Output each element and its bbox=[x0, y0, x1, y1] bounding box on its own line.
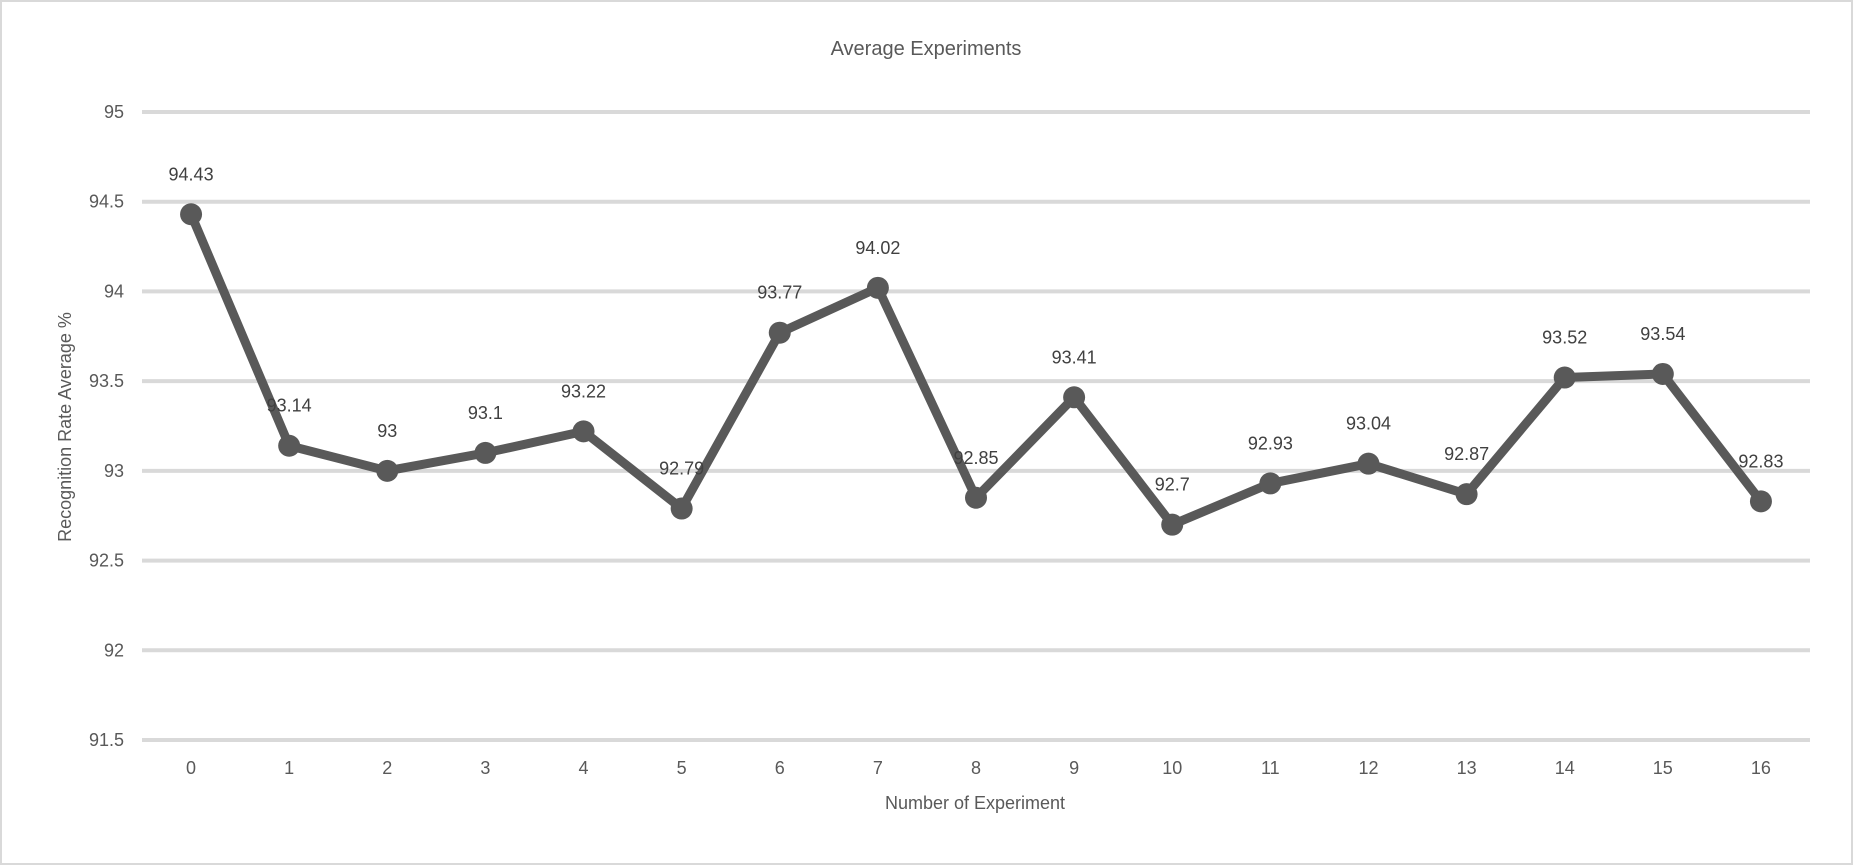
data-label: 93.1 bbox=[468, 403, 503, 423]
y-tick-label: 91.5 bbox=[89, 730, 124, 750]
x-tick-label: 7 bbox=[873, 758, 883, 778]
y-tick-label: 92.5 bbox=[89, 551, 124, 571]
series-line bbox=[186, 209, 1766, 530]
data-point bbox=[965, 486, 987, 509]
x-tick-label: 0 bbox=[186, 758, 196, 778]
x-tick-label: 16 bbox=[1751, 758, 1771, 778]
data-point bbox=[1651, 362, 1674, 385]
x-axis-ticks: 0 1 2 3 4 5 6 7 8 9 10 11 12 13 14 15 16 bbox=[186, 758, 1771, 778]
data-label: 93.77 bbox=[757, 283, 802, 303]
x-tick-label: 10 bbox=[1162, 758, 1182, 778]
x-tick-label: 9 bbox=[1069, 758, 1079, 778]
data-point bbox=[1455, 483, 1478, 506]
data-label: 92.85 bbox=[953, 448, 998, 468]
data-label: 93.52 bbox=[1542, 328, 1587, 348]
data-point bbox=[866, 276, 889, 299]
data-label: 93.04 bbox=[1346, 414, 1391, 434]
x-tick-label: 11 bbox=[1261, 758, 1280, 778]
y-tick-label: 93 bbox=[104, 461, 124, 481]
data-point bbox=[1259, 472, 1282, 495]
data-label: 92.7 bbox=[1155, 475, 1190, 495]
x-tick-label: 2 bbox=[382, 758, 392, 778]
data-point bbox=[572, 420, 595, 443]
y-tick-label: 94.5 bbox=[89, 192, 124, 212]
y-tick-label: 93.5 bbox=[89, 371, 124, 391]
x-tick-label: 12 bbox=[1358, 758, 1378, 778]
data-label: 92.93 bbox=[1248, 433, 1293, 453]
data-point bbox=[670, 497, 693, 520]
y-tick-label: 95 bbox=[104, 102, 124, 122]
data-point bbox=[376, 459, 399, 482]
x-tick-label: 4 bbox=[579, 758, 589, 778]
x-tick-label: 1 bbox=[284, 758, 294, 778]
series-group bbox=[180, 203, 1772, 536]
x-axis-title: Number of Experiment bbox=[885, 793, 1065, 813]
data-label: 94.43 bbox=[169, 164, 214, 184]
gridlines bbox=[142, 110, 1810, 742]
data-point bbox=[180, 203, 203, 226]
data-label: 92.83 bbox=[1738, 451, 1783, 471]
data-point bbox=[1553, 366, 1576, 389]
data-label: 94.02 bbox=[855, 238, 900, 258]
data-label: 93.22 bbox=[561, 381, 606, 401]
y-tick-label: 94 bbox=[104, 281, 124, 301]
data-labels: 94.43 93.14 93 93.1 93.22 92.79 93.77 94.02 92.8… bbox=[169, 164, 1784, 494]
x-tick-label: 6 bbox=[775, 758, 785, 778]
x-tick-label: 13 bbox=[1457, 758, 1477, 778]
data-label: 93.14 bbox=[267, 396, 312, 416]
x-tick-label: 5 bbox=[677, 758, 687, 778]
data-point bbox=[1063, 386, 1086, 409]
x-tick-label: 8 bbox=[971, 758, 981, 778]
data-label: 93 bbox=[377, 421, 397, 441]
data-point bbox=[474, 441, 497, 464]
data-point bbox=[768, 321, 791, 344]
data-point bbox=[1749, 490, 1772, 513]
data-point bbox=[1357, 452, 1380, 475]
data-label: 93.41 bbox=[1052, 347, 1097, 367]
data-label: 93.54 bbox=[1640, 324, 1685, 344]
x-tick-label: 14 bbox=[1555, 758, 1575, 778]
y-tick-label: 92 bbox=[104, 640, 124, 660]
y-axis-title: Recognition Rate Average % bbox=[55, 312, 75, 542]
data-point bbox=[278, 434, 301, 457]
data-label: 92.87 bbox=[1444, 444, 1489, 464]
data-point bbox=[1161, 513, 1184, 536]
x-tick-label: 15 bbox=[1653, 758, 1673, 778]
data-label: 92.79 bbox=[659, 459, 704, 479]
x-tick-label: 3 bbox=[480, 758, 490, 778]
chart-title: Average Experiments bbox=[831, 38, 1022, 60]
y-axis-ticks: 91.5 92 92.5 93 93.5 94 94.5 95 bbox=[89, 102, 124, 750]
